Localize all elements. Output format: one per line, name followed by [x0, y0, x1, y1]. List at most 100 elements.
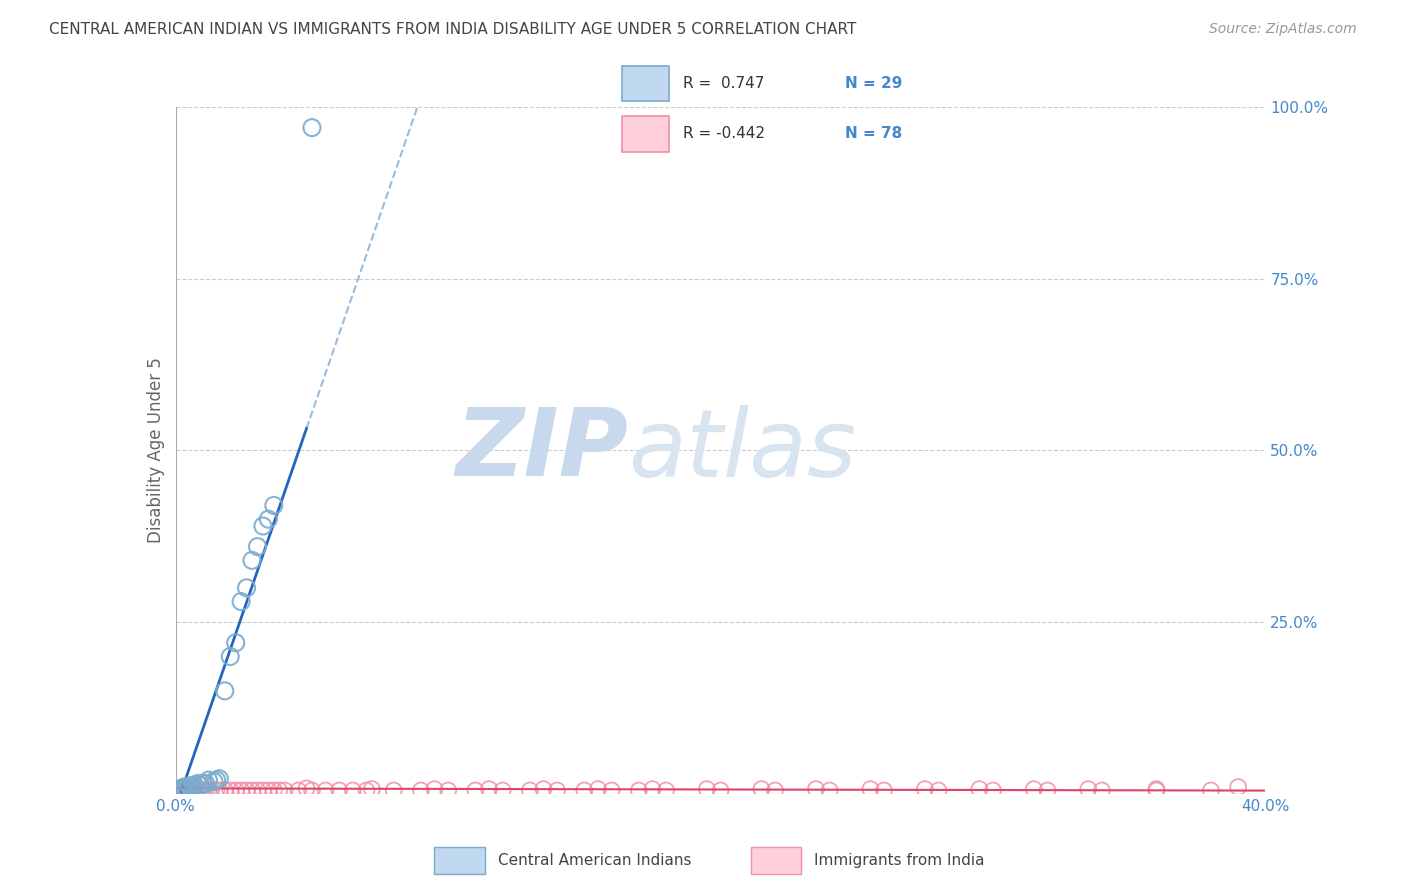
Point [257, 783, 280, 797]
Point [194, 783, 217, 797]
Point [225, 636, 247, 650]
Point [197, 773, 219, 788]
Point [170, 784, 193, 798]
Point [546, 783, 568, 797]
Point [231, 594, 253, 608]
Point [167, 782, 190, 797]
Point [202, 774, 225, 789]
Point [641, 782, 664, 797]
Point [197, 783, 219, 797]
Point [208, 783, 231, 797]
Point [246, 783, 269, 797]
Bar [434, 847, 485, 874]
Point [600, 783, 623, 797]
Point [478, 782, 501, 797]
Point [301, 783, 323, 797]
Point [928, 783, 950, 797]
Point [191, 776, 214, 790]
Point [763, 783, 786, 797]
Point [167, 784, 190, 798]
Point [179, 780, 201, 794]
Point [181, 784, 204, 798]
Point [804, 782, 827, 797]
Point [382, 783, 405, 797]
Text: R =  0.747: R = 0.747 [683, 76, 765, 91]
Point [179, 779, 201, 793]
Point [263, 499, 285, 513]
Point [859, 782, 882, 797]
Point [533, 782, 555, 797]
Point [274, 783, 297, 797]
Point [1227, 780, 1250, 794]
Point [342, 783, 364, 797]
Point [356, 783, 378, 797]
Point [586, 782, 609, 797]
Point [423, 782, 446, 797]
Point [315, 783, 337, 797]
Point [252, 783, 274, 797]
Point [194, 776, 217, 790]
Point [409, 783, 432, 797]
Point [1091, 783, 1114, 797]
Point [186, 776, 209, 790]
Point [235, 581, 257, 595]
Point [176, 784, 198, 798]
Point [1144, 783, 1167, 797]
Point [240, 783, 263, 797]
Point [184, 779, 207, 793]
Point [184, 784, 207, 798]
Point [186, 783, 209, 797]
Point [214, 783, 236, 797]
Text: Immigrants from India: Immigrants from India [814, 854, 984, 868]
Point [287, 783, 309, 797]
Bar [751, 847, 801, 874]
Point [696, 782, 718, 797]
Point [437, 783, 460, 797]
Point [751, 782, 773, 797]
Point [295, 781, 318, 796]
Point [1144, 782, 1167, 797]
Point [269, 783, 291, 797]
Point [328, 783, 350, 797]
Point [818, 783, 841, 797]
Point [173, 782, 195, 797]
Point [167, 783, 190, 797]
Point [200, 783, 222, 797]
Point [170, 781, 193, 796]
Point [188, 783, 211, 797]
Point [240, 553, 263, 567]
Point [1199, 783, 1222, 797]
Point [914, 782, 936, 797]
Point [219, 783, 242, 797]
Point [464, 783, 486, 797]
Point [214, 683, 236, 698]
Point [969, 782, 991, 797]
Bar [623, 66, 669, 102]
Point [205, 773, 228, 788]
Point [981, 783, 1004, 797]
Point [173, 780, 195, 794]
Point [1077, 782, 1099, 797]
Text: Source: ZipAtlas.com: Source: ZipAtlas.com [1209, 22, 1357, 37]
Point [219, 649, 242, 664]
Point [252, 519, 274, 533]
Point [519, 783, 541, 797]
Point [1036, 783, 1059, 797]
Point [170, 782, 193, 797]
Point [873, 783, 896, 797]
Text: R = -0.442: R = -0.442 [683, 127, 765, 141]
Point [627, 783, 650, 797]
Point [574, 783, 596, 797]
Point [655, 783, 678, 797]
Point [173, 784, 195, 798]
Point [208, 772, 231, 786]
Bar [623, 116, 669, 152]
Point [179, 784, 201, 798]
Text: ZIP: ZIP [456, 404, 628, 497]
Point [235, 783, 257, 797]
Point [181, 782, 204, 797]
Point [205, 783, 228, 797]
Y-axis label: Disability Age Under 5: Disability Age Under 5 [146, 358, 165, 543]
Point [231, 783, 253, 797]
Point [184, 782, 207, 797]
